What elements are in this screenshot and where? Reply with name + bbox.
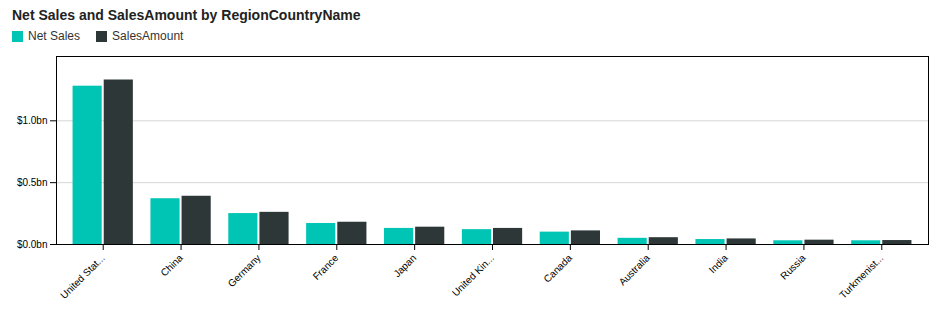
svg-text:Germany: Germany xyxy=(226,252,263,289)
svg-text:United Stat...: United Stat... xyxy=(58,252,107,301)
html-text:Net Sales and SalesAmount by R: Net Sales and SalesAmount by RegionCount… xyxy=(12,7,361,23)
svg-text:France: France xyxy=(311,252,341,282)
svg-text:China: China xyxy=(158,252,185,279)
svg-text:India: India xyxy=(707,252,730,275)
svg-text:$0.0bn: $0.0bn xyxy=(17,239,48,250)
svg-text:United Kin...: United Kin... xyxy=(450,252,496,298)
svg-text:Russia: Russia xyxy=(778,252,808,282)
svg-text:Japan: Japan xyxy=(391,252,418,279)
html-text:SalesAmount: SalesAmount xyxy=(112,29,184,43)
svg-text:Turkmenist...: Turkmenist... xyxy=(837,252,885,300)
svg-text:Canada: Canada xyxy=(541,252,574,285)
svg-text:$1.0bn: $1.0bn xyxy=(17,115,48,126)
html-text:Net Sales: Net Sales xyxy=(28,29,80,43)
svg-text:$0.5bn: $0.5bn xyxy=(17,177,48,188)
svg-text:Australia: Australia xyxy=(617,252,653,288)
